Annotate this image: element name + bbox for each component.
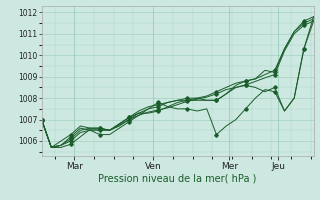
X-axis label: Pression niveau de la mer( hPa ): Pression niveau de la mer( hPa ): [99, 173, 257, 183]
